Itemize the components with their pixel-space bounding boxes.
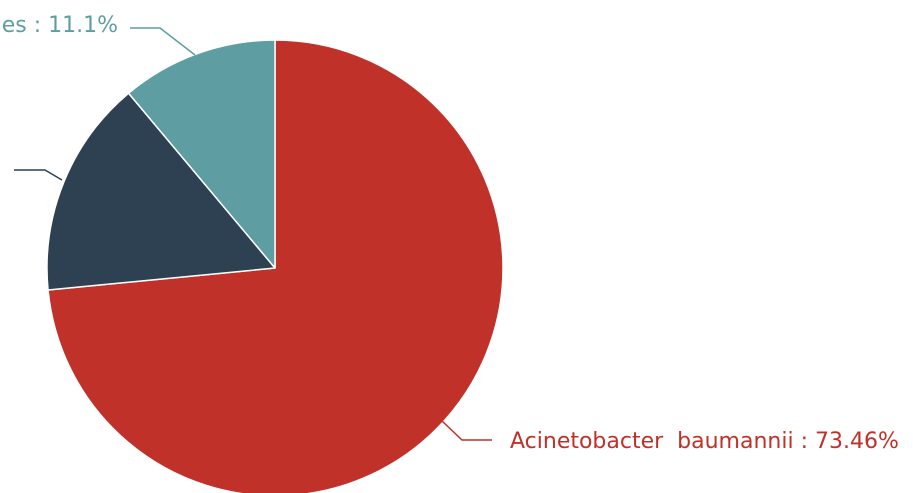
slice-label-2: es : 11.1% [2, 13, 118, 38]
leader-lines [14, 27, 492, 441]
leader-line-2 [130, 27, 196, 56]
pie-slice-1[interactable] [46, 92, 276, 291]
leader-line-0 [419, 399, 492, 441]
slice-label-0: Acinetobacter baumannii : 73.46% [510, 429, 899, 454]
pie-slices [46, 39, 504, 493]
slice-labels: Acinetobacter baumannii : 73.46% es : 11.… [2, 13, 899, 454]
leader-line-1 [14, 169, 63, 181]
pie-slice-2[interactable] [127, 39, 276, 269]
